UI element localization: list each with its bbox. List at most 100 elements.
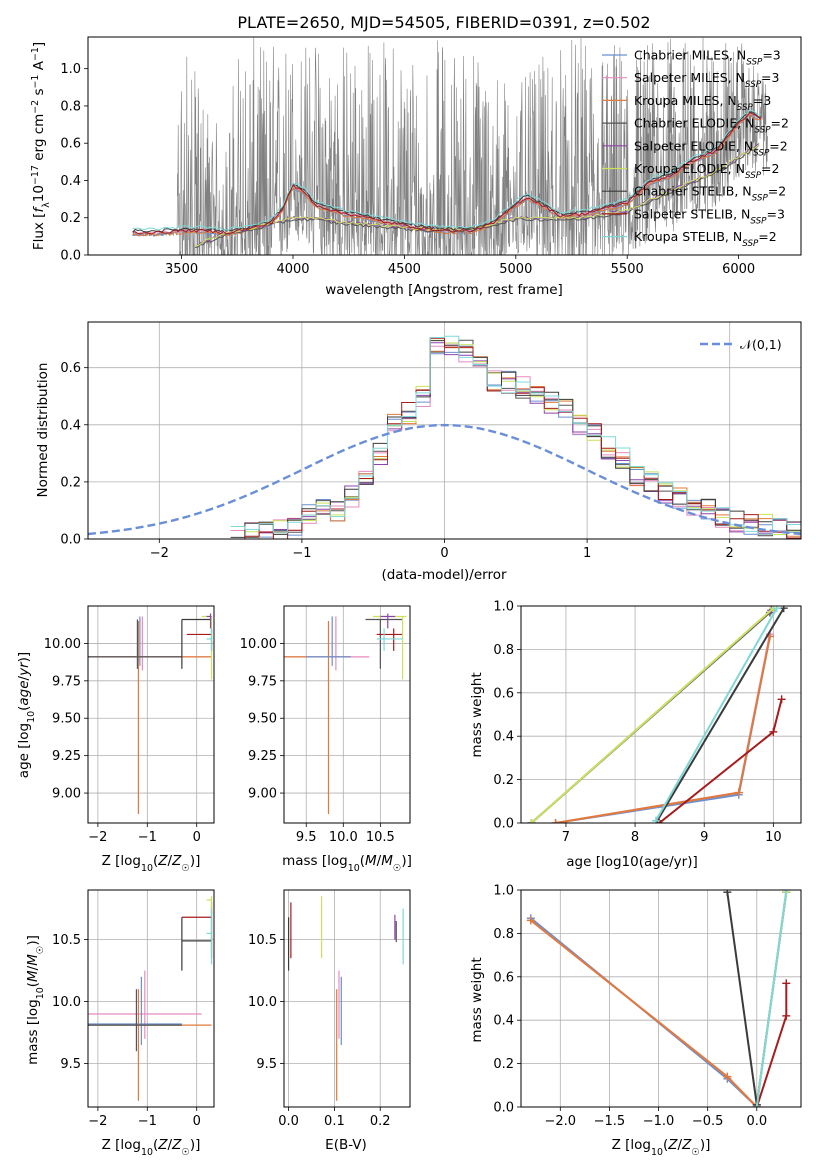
mass-vs-EBV-ytick-label: 10.5 bbox=[248, 933, 277, 948]
spectrum-axes: 3500 4000 4500 5000 5500 6000 0.0 0.2 0.4 0.6 0.8 1… bbox=[60, 62, 755, 277]
mass-vs-EBV-xtick-label: 0.1 bbox=[324, 1114, 345, 1129]
residuals-xtick-label: 0 bbox=[440, 546, 448, 561]
weight-line-chabrier-stelib bbox=[726, 892, 758, 1105]
weight-vs-age-ytick-label: 0.6 bbox=[493, 686, 514, 701]
spectrum-xtick-label: 5500 bbox=[611, 262, 644, 277]
spectrum-xtick-label: 3500 bbox=[165, 262, 198, 277]
residuals-xtick-label: −1 bbox=[292, 546, 311, 561]
spectrum-ytick-label: 1.0 bbox=[60, 62, 81, 77]
legend-label: Salpeter MILES, NSSP=3 bbox=[634, 70, 779, 90]
age-vs-Z-ytick-label: 9.00 bbox=[52, 787, 81, 802]
spectrum-ytick-label: 0.6 bbox=[60, 137, 81, 152]
model-spectrum-kroupa-miles bbox=[132, 114, 762, 237]
legend-label: 𝒩(0,1) bbox=[740, 337, 782, 352]
weight-z-xlabel: Z [log10(Z/Z☉)] bbox=[612, 1137, 711, 1158]
weight-vs-age-xtick-label: 9 bbox=[700, 830, 708, 845]
residuals-ytick-label: 0.6 bbox=[60, 361, 81, 376]
weight-line-kroupa-elodie bbox=[530, 607, 774, 823]
mass-vs-EBV-xtick-label: 0.2 bbox=[370, 1114, 391, 1129]
mass-vs-EBV-plot bbox=[287, 896, 404, 1101]
legend-label: Kroupa STELIB, NSSP=2 bbox=[634, 229, 777, 249]
mass-z-xlabel: Z [log10(Z/Z☉)] bbox=[102, 1137, 201, 1158]
age-vs-Z-ytick-label: 9.50 bbox=[52, 712, 81, 727]
age-vs-Z-ytick-label: 9.75 bbox=[52, 674, 81, 689]
weight-vs-age-plot bbox=[527, 606, 788, 823]
age-vs-mass-ytick-label: 9.00 bbox=[248, 787, 277, 802]
residuals-plot bbox=[88, 335, 801, 539]
weight-line-kroupa-miles bbox=[530, 919, 758, 1107]
spectrum-xtick-label: 5000 bbox=[499, 262, 532, 277]
age-vs-Z-xtick-label: −1 bbox=[138, 830, 157, 845]
normal-distribution-curve bbox=[88, 423, 801, 536]
residuals-ytick-label: 0.2 bbox=[60, 475, 81, 490]
weight-age-xlabel: age [log10(age/yr)] bbox=[566, 854, 698, 870]
spectrum-xtick-label: 4000 bbox=[276, 262, 309, 277]
spectrum-ytick-label: 0.2 bbox=[60, 211, 81, 226]
age-z-ylabel: age [log10(age/yr)] bbox=[16, 652, 37, 778]
residuals-ylabel: Normed distribution bbox=[35, 363, 51, 498]
spectrum-ylabel: Flux [fλ10−17 erg cm−2 s−1 A−1] bbox=[30, 42, 52, 250]
mass-vs-EBV-axes: 0.0 0.1 0.2 9.5 10.0 10.5 bbox=[248, 890, 410, 1129]
weight-z-ylabel: mass weight bbox=[469, 957, 485, 1042]
age-vs-Z-xtick-label: −2 bbox=[88, 830, 107, 845]
residual-histogram-kroupa-stelib bbox=[230, 335, 801, 535]
age-mass-xlabel: mass [log10(M/M☉)] bbox=[282, 853, 412, 874]
weight-vs-Z-ytick-label: 0.0 bbox=[493, 1101, 514, 1116]
spectrum-xtick-label: 4500 bbox=[388, 262, 421, 277]
residuals-xlabel: (data-model)/error bbox=[381, 567, 507, 583]
model-spectrum-kroupa-stelib bbox=[132, 109, 762, 231]
spectrum-xtick-label: 6000 bbox=[722, 262, 755, 277]
age-vs-Z-xtick-label: 0 bbox=[193, 830, 201, 845]
residuals-ytick-label: 0.0 bbox=[60, 533, 81, 548]
legend-label: Kroupa ELODIE, NSSP=2 bbox=[634, 161, 779, 181]
age-vs-Z-frame bbox=[87, 605, 215, 824]
legend-label: Chabrier MILES, NSSP=3 bbox=[634, 48, 781, 68]
legend-label: Chabrier ELODIE, NSSP=2 bbox=[634, 116, 789, 136]
age-vs-mass-ytick-label: 9.75 bbox=[248, 674, 277, 689]
mass-vs-EBV-frame bbox=[283, 889, 411, 1108]
residuals-xtick-label: 2 bbox=[726, 546, 734, 561]
mass-vs-Z-xtick-label: 0 bbox=[193, 1114, 201, 1129]
age-vs-mass-xtick-label: 10.5 bbox=[366, 830, 395, 845]
age-z-xlabel: Z [log10(Z/Z☉)] bbox=[102, 853, 201, 874]
residuals-xtick-label: −2 bbox=[150, 546, 169, 561]
weight-vs-Z-plot bbox=[526, 890, 791, 1107]
weight-vs-age-ytick-label: 0.2 bbox=[493, 773, 514, 788]
spectrum-plot bbox=[132, 37, 768, 255]
weight-vs-Z-ytick-label: 0.8 bbox=[493, 927, 514, 942]
weight-vs-age-xtick-label: 10 bbox=[765, 830, 782, 845]
weight-line-chabrier-stelib bbox=[656, 607, 785, 822]
weight-vs-age-xtick-label: 8 bbox=[631, 830, 639, 845]
weight-vs-Z-ytick-label: 0.6 bbox=[493, 970, 514, 985]
mass-vs-Z-ytick-label: 10.5 bbox=[52, 933, 81, 948]
age-vs-mass-xtick-label: 10.0 bbox=[329, 830, 358, 845]
legend-label: Salpeter STELIB, NSSP=3 bbox=[634, 206, 785, 226]
weight-vs-Z-ytick-label: 0.4 bbox=[493, 1014, 514, 1029]
mass-vs-Z-xtick-label: −2 bbox=[88, 1114, 107, 1129]
spectrum-frame bbox=[87, 36, 802, 256]
mass-vs-Z-ytick-label: 10.0 bbox=[52, 995, 81, 1010]
weight-vs-age-ytick-label: 0.8 bbox=[493, 643, 514, 658]
spectrum-xlabel: wavelength [Angstrom, rest frame] bbox=[325, 282, 563, 298]
weight-vs-age-ytick-label: 0.4 bbox=[493, 730, 514, 745]
weight-vs-Z-xtick-label: 0.0 bbox=[746, 1114, 767, 1129]
spectrum-ytick-label: 0.4 bbox=[60, 174, 81, 189]
mass-vs-Z-frame bbox=[87, 889, 215, 1108]
age-vs-mass-frame bbox=[283, 605, 411, 824]
mass-vs-Z-axes: −2 −1 0 9.5 10.0 10.5 bbox=[52, 890, 214, 1129]
spectrum-ytick-label: 0.8 bbox=[60, 99, 81, 114]
weight-vs-age-ytick-label: 1.0 bbox=[493, 600, 514, 615]
age-vs-Z-plot bbox=[88, 613, 213, 815]
mass-vs-EBV-ytick-label: 10.0 bbox=[248, 995, 277, 1010]
age-vs-mass-xtick-label: 9.5 bbox=[296, 830, 317, 845]
weight-age-ylabel: mass weight bbox=[469, 672, 485, 757]
weight-vs-Z-ytick-label: 0.2 bbox=[493, 1057, 514, 1072]
age-vs-Z-axes: −2 −1 0 9.00 9.25 9.50 9.75 10.00 bbox=[44, 606, 214, 845]
mass-z-ylabel: mass [log10(M/M☉)] bbox=[25, 935, 46, 1065]
age-vs-mass-ytick-label: 9.50 bbox=[248, 712, 277, 727]
mass-vs-EBV-xtick-label: 0.0 bbox=[278, 1114, 299, 1129]
weight-vs-Z-ytick-label: 1.0 bbox=[493, 884, 514, 899]
spectrum-title: PLATE=2650, MJD=54505, FIBERID=0391, z=0… bbox=[237, 13, 650, 32]
weight-vs-age-ytick-label: 0.0 bbox=[493, 817, 514, 832]
